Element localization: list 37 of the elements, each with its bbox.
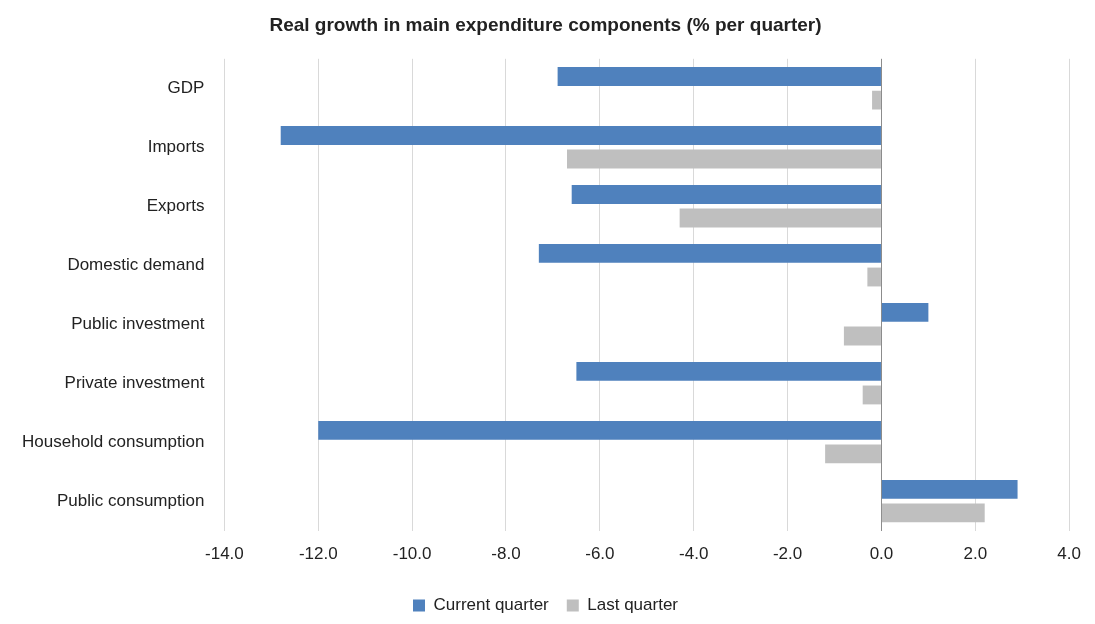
- bar: [881, 479, 1018, 499]
- x-tick-label: 4.0: [1057, 544, 1081, 564]
- bar: [862, 385, 881, 405]
- legend-label: Current quarter: [433, 595, 550, 615]
- y-tick-label: Private investment: [64, 372, 205, 392]
- x-tick-label: -14.0: [205, 544, 244, 564]
- bar: [881, 302, 929, 322]
- y-tick-label: Domestic demand: [67, 254, 205, 274]
- y-tick-label: Household consumption: [21, 431, 205, 451]
- y-tick-label: Exports: [146, 195, 205, 215]
- chart-title: Real growth in main expenditure components (% per quarter): [269, 13, 822, 35]
- bar: [318, 420, 881, 440]
- x-tick-label: -2.0: [772, 544, 803, 564]
- bar: [280, 126, 881, 145]
- bar: [538, 243, 881, 263]
- bar: [567, 149, 881, 169]
- x-tick-label: -10.0: [392, 544, 432, 564]
- y-tick-label: Public investment: [71, 313, 205, 333]
- x-tick-label: -12.0: [298, 544, 338, 564]
- bar: [843, 326, 881, 346]
- bar: [825, 444, 881, 464]
- legend-label: Last quarter: [587, 595, 679, 615]
- y-tick-label: Public consumption: [56, 490, 205, 510]
- x-tick-label: -8.0: [491, 544, 521, 564]
- bar: [881, 503, 985, 523]
- bar: [679, 208, 881, 228]
- y-tick-label: GDP: [167, 77, 205, 97]
- bar: [571, 185, 881, 204]
- bar: [576, 361, 881, 381]
- x-tick-label: 0.0: [869, 544, 894, 564]
- y-tick-label: Imports: [147, 136, 205, 156]
- x-tick-label: 2.0: [963, 544, 988, 564]
- bar: [867, 267, 881, 287]
- bar: [872, 90, 881, 110]
- x-tick-label: -6.0: [585, 544, 615, 564]
- bar: [557, 67, 881, 86]
- x-tick-label: -4.0: [679, 544, 709, 564]
